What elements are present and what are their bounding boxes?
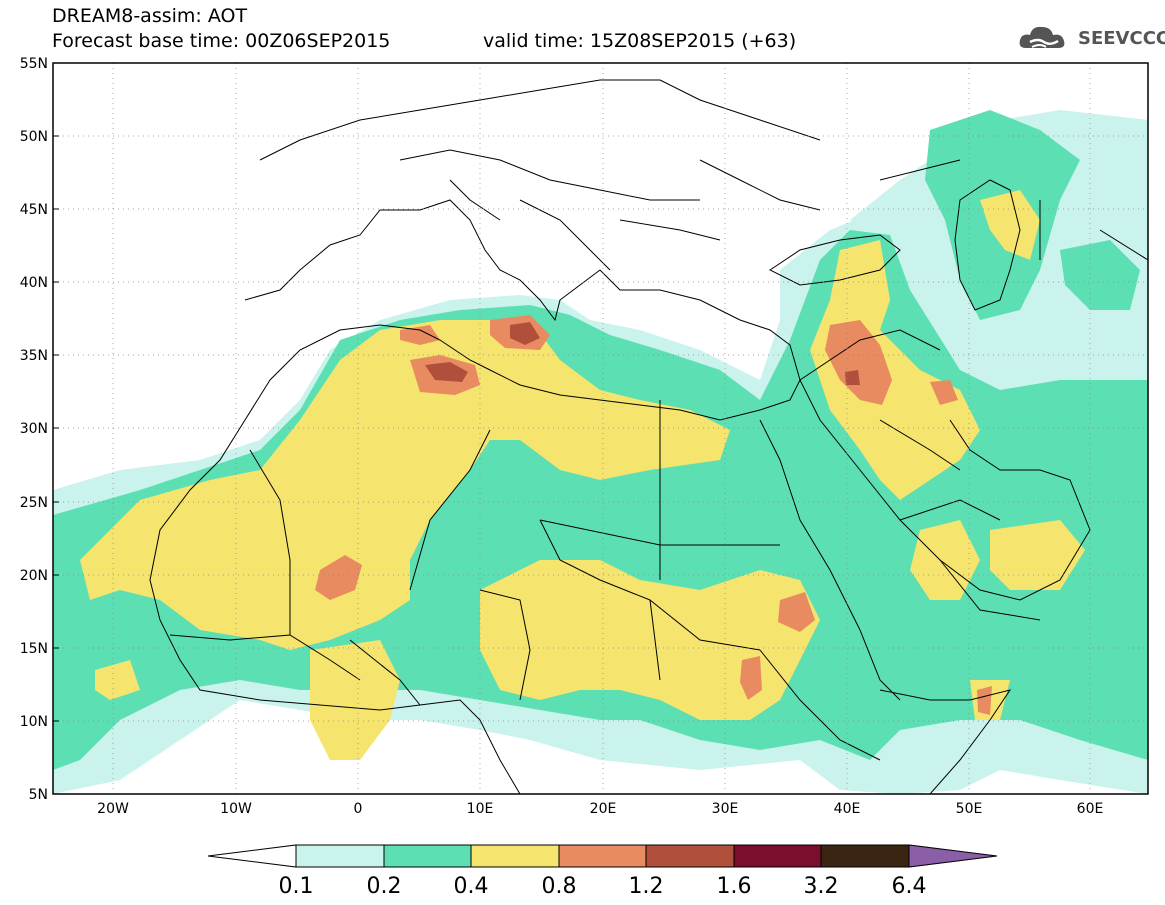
lat-label: 40N <box>20 275 48 291</box>
legend-swatch-below <box>207 844 297 868</box>
lat-label: 25N <box>20 495 48 511</box>
aot-contour-1-2 <box>425 362 468 382</box>
legend-label: 3.2 <box>804 874 839 899</box>
legend-swatch <box>470 844 560 868</box>
lat-label: 45N <box>20 202 48 218</box>
aot-contour-0-4 <box>80 320 730 650</box>
legend-swatch <box>383 844 472 868</box>
lon-label: 30E <box>712 801 739 817</box>
seevccc-logo: SEEVCCC <box>1018 22 1165 54</box>
legend-swatch-above <box>908 844 998 868</box>
legend-label: 0.2 <box>367 874 402 899</box>
legend-label: 0.4 <box>454 874 489 899</box>
legend-label: 1.2 <box>629 874 664 899</box>
cloud-icon <box>1019 26 1065 48</box>
color-legend <box>207 844 998 868</box>
legend-label: 1.6 <box>717 874 752 899</box>
lat-label: 5N <box>29 787 48 803</box>
legend-labels: 0.1 0.2 0.4 0.8 1.2 1.6 3.2 6.4 <box>279 874 927 899</box>
lon-label: 0 <box>354 801 363 817</box>
lat-label: 35N <box>20 348 48 364</box>
legend-swatch <box>733 844 822 868</box>
lat-label: 10N <box>20 714 48 730</box>
legend-swatch <box>295 844 385 868</box>
lon-label: 40E <box>834 801 861 817</box>
borders-middle-east <box>799 329 1041 621</box>
logo-text: SEEVCCC <box>1078 27 1165 49</box>
lon-label: 60E <box>1077 801 1104 817</box>
coastline-black-sea <box>769 234 901 286</box>
political-boundaries <box>149 79 1148 794</box>
lat-label: 15N <box>20 641 48 657</box>
aot-contour-layer <box>53 110 1148 794</box>
lat-label: 30N <box>20 421 48 437</box>
lon-label: 10W <box>220 801 252 817</box>
map-gridlines <box>53 63 1148 794</box>
lat-label: 20N <box>20 568 48 584</box>
coastline-caspian <box>954 179 1021 311</box>
valid-time: valid time: 15Z08SEP2015 (+63) <box>483 30 797 52</box>
latitude-ticks <box>53 135 59 722</box>
map-title: DREAM8-assim: AOT <box>52 5 248 27</box>
lon-label: 20W <box>97 801 129 817</box>
lon-label: 50E <box>956 801 983 817</box>
latitude-axis: 55N 50N 45N 40N 35N 30N 25N 20N 15N 10N … <box>20 56 48 803</box>
coastline-red-sea <box>759 419 901 701</box>
lat-label: 50N <box>20 129 48 145</box>
coastline-europe-africa <box>149 199 801 794</box>
legend-label: 0.1 <box>279 874 314 899</box>
borders-europe <box>259 79 1148 271</box>
lon-label: 20E <box>590 801 617 817</box>
coastline-horn <box>879 689 1012 794</box>
legend-swatch <box>558 844 647 868</box>
legend-swatch <box>645 844 735 868</box>
legend-label: 0.8 <box>542 874 577 899</box>
legend-swatch <box>820 844 910 868</box>
longitude-axis: 20W 10W 0 10E 20E 30E 40E 50E 60E <box>97 801 1103 817</box>
coastline-arabia <box>799 379 1091 601</box>
legend-label: 6.4 <box>892 874 927 899</box>
lat-label: 55N <box>20 56 48 72</box>
borders-africa <box>169 400 881 761</box>
lon-label: 10E <box>467 801 494 817</box>
forecast-base-time: Forecast base time: 00Z06SEP2015 <box>52 30 391 52</box>
